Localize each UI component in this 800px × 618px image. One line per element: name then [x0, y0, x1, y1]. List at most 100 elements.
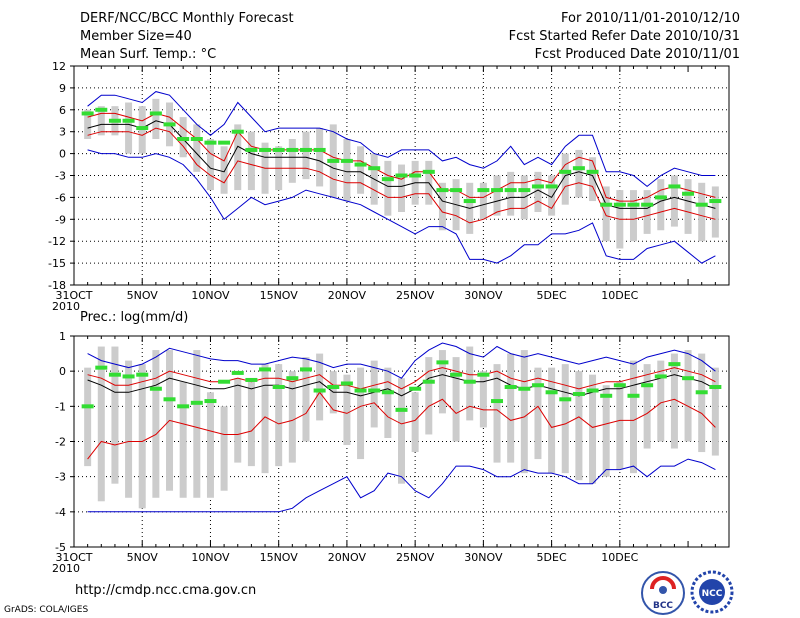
temp-ytick-label: 9: [59, 82, 66, 95]
temp-climatology-marker: [463, 199, 476, 204]
prec-climatology-marker: [613, 383, 626, 388]
prec-member-box: [602, 385, 610, 477]
prec-member-box: [657, 360, 665, 442]
prec-member-box: [438, 350, 446, 414]
prec-climatology-marker: [695, 390, 708, 395]
prec-climatology-marker: [327, 384, 340, 389]
temp-member-box: [398, 164, 405, 212]
temp-climatology-marker: [190, 137, 203, 141]
prec-climatology-marker: [368, 388, 381, 393]
prec-member-box: [343, 374, 351, 446]
prec-member-box: [288, 371, 296, 463]
temp-climatology-marker: [572, 166, 585, 171]
prec-member-box: [138, 364, 146, 509]
prec-max-line: [87, 342, 716, 379]
prec-member-box: [97, 346, 105, 502]
temp-climatology-marker: [709, 199, 722, 204]
temp-climatology-marker: [450, 188, 463, 193]
prec-climatology-marker: [600, 393, 613, 398]
temp-member-box: [302, 131, 310, 180]
prec-member-box: [411, 392, 419, 453]
temp-member-box: [479, 182, 487, 220]
temp-max-line: [87, 91, 716, 188]
source-url[interactable]: http://cmdp.ncc.cma.gov.cn: [75, 583, 257, 598]
prec-member-box: [493, 364, 501, 463]
temp-climatology-marker: [395, 173, 408, 178]
temp-member-box: [698, 182, 706, 242]
prec-member-box: [575, 371, 583, 481]
prec-member-box: [711, 367, 719, 456]
prec-member-box: [589, 374, 597, 484]
prec-climatology-marker: [286, 376, 299, 381]
temp-climatology-marker: [259, 147, 272, 152]
temp-upper-line: [87, 112, 716, 202]
prec-lower-line: [87, 391, 716, 460]
temp-member-box: [629, 190, 637, 242]
temp-climatology-marker: [136, 126, 149, 131]
prec-xtick-label: 5NOV: [127, 551, 159, 564]
prec-member-box: [384, 367, 392, 438]
temp-member-box: [602, 186, 610, 242]
prec-member-box: [84, 367, 92, 467]
chart-title: DERF/NCC/BCC Monthly Forecast: [80, 11, 294, 26]
temp-climatology-marker: [654, 195, 667, 200]
prec-member-box: [520, 350, 528, 474]
precip-panel-title: Prec.: log(mm/d): [80, 310, 189, 325]
temp-member-box: [193, 124, 201, 172]
prec-xtick-label: 31OCT: [55, 551, 92, 564]
temp-climatology-marker: [641, 202, 654, 207]
temp-climatology-marker: [600, 202, 613, 207]
prec-climatology-marker: [299, 367, 312, 372]
prec-member-box: [206, 392, 214, 498]
prec-member-box: [302, 357, 310, 442]
temp-climatology-marker: [340, 158, 353, 163]
temp-xtick-label: 5NOV: [127, 289, 159, 302]
temp-member-box: [711, 186, 719, 238]
temp-climatology-marker: [272, 147, 285, 152]
temp-climatology-marker: [518, 188, 531, 193]
temp-member-box: [438, 182, 446, 231]
temp-member-box: [534, 171, 542, 212]
prec-ytick-label: -5: [55, 541, 66, 554]
temp-member-box: [657, 179, 665, 231]
prec-member-box: [247, 381, 255, 467]
prec-min-line: [87, 458, 716, 513]
prec-climatology-marker: [641, 383, 654, 388]
temp-member-box: [97, 106, 105, 136]
temp-member-box: [561, 153, 569, 205]
prec-member-box: [125, 360, 133, 498]
prec-climatology-marker: [450, 372, 463, 377]
temp-climatology-marker: [95, 107, 108, 112]
temp-member-box: [316, 128, 324, 187]
prec-climatology-marker: [313, 388, 326, 393]
temp-member-box: [84, 109, 92, 139]
temp-climatology-marker: [286, 147, 299, 152]
temp-xtick-label: 31OCT: [55, 289, 92, 302]
prec-member-box: [234, 378, 242, 463]
prec-climatology-marker: [259, 367, 272, 372]
prec-member-box: [452, 357, 460, 442]
prec-member-box: [152, 350, 160, 498]
prec-climatology-marker: [218, 379, 231, 384]
temp-climatology-marker: [163, 122, 176, 127]
temp-climatology-marker: [231, 129, 244, 134]
prec-climatology-marker: [354, 388, 367, 393]
temp-climatology-marker: [313, 147, 326, 152]
prec-ytick-label: 0: [59, 365, 66, 378]
prec-climatology-marker: [545, 390, 558, 395]
prec-xtick-label: 30NOV: [464, 551, 503, 564]
prec-member-box: [111, 346, 119, 484]
prec-climatology-marker: [95, 365, 108, 370]
prec-member-box: [220, 406, 228, 491]
prec-member-box: [193, 350, 201, 498]
temp-member-box: [220, 146, 228, 194]
temp-member-box: [643, 190, 651, 234]
prec-ytick-label: -2: [55, 436, 66, 449]
temp-member-box: [288, 139, 296, 183]
forecast-started-date: Fcst Started Refer Date 2010/10/31: [508, 29, 740, 44]
temp-xtick-label: 30NOV: [464, 289, 503, 302]
forecast-period: For 2010/11/01-2010/12/10: [561, 11, 740, 26]
prec-climatology-marker: [531, 383, 544, 388]
prec-xtick-label: 15NOV: [260, 551, 299, 564]
